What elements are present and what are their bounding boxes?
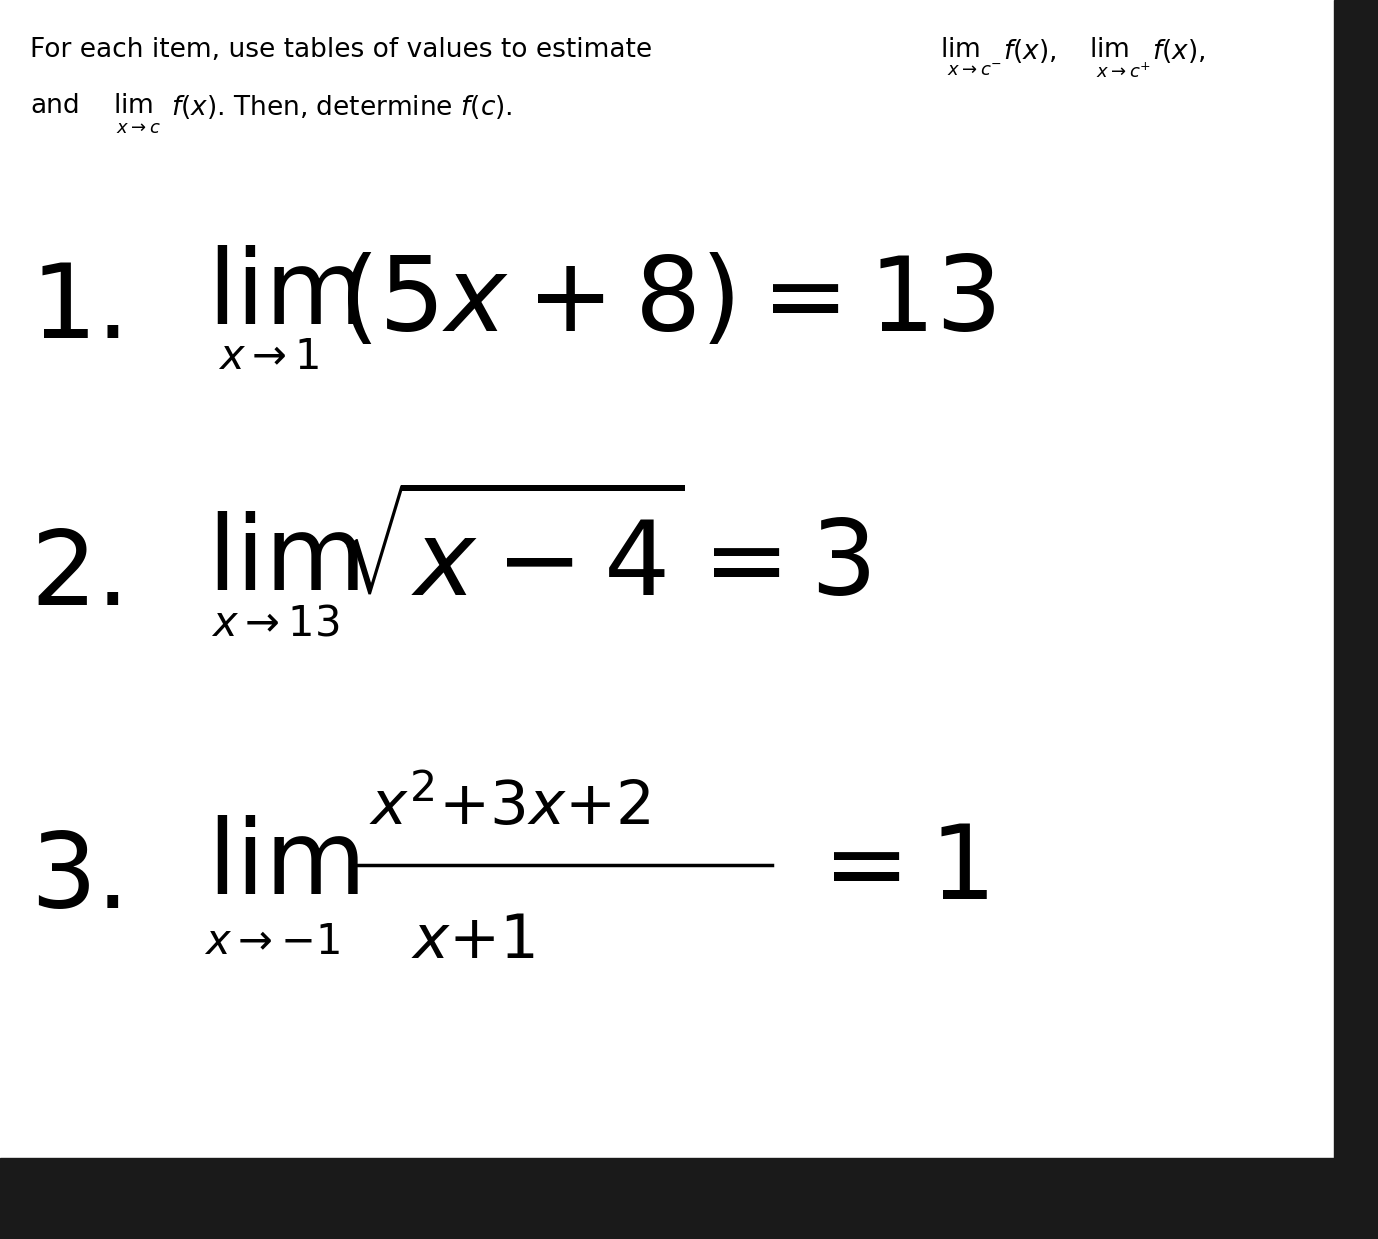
Text: and: and	[30, 93, 80, 119]
Text: $(5x+8)=13$: $(5x+8)=13$	[338, 253, 995, 352]
Text: $\lim$: $\lim$	[207, 512, 360, 611]
Text: $\lim$: $\lim$	[207, 245, 360, 344]
Bar	[1334, 0, 1378, 1158]
Text: $=1$: $=1$	[802, 820, 988, 919]
Text: 2.: 2.	[30, 525, 130, 627]
Text: $\lim$: $\lim$	[113, 93, 153, 119]
Text: $x{\to}c^{-}$: $x{\to}c^{-}$	[947, 62, 1002, 81]
Text: $f(x),$: $f(x),$	[1152, 37, 1206, 66]
Text: 1.: 1.	[30, 259, 130, 361]
Text: For each item, use tables of values to estimate: For each item, use tables of values to e…	[30, 37, 652, 63]
Text: $x{\to}1$: $x{\to}1$	[218, 336, 320, 378]
Text: $f(x),$: $f(x),$	[1003, 37, 1057, 66]
Text: $x{\to}c$: $x{\to}c$	[116, 119, 161, 138]
Text: 3.: 3.	[30, 829, 130, 930]
Text: $x{\to}c^{+}$: $x{\to}c^{+}$	[1096, 62, 1151, 82]
Text: $\lim$: $\lim$	[207, 815, 360, 914]
Text: $x^2{+}3x{+}2$: $x^2{+}3x{+}2$	[369, 778, 650, 838]
Bar	[0, 1158, 1378, 1239]
Text: $f(x)$. Then, determine $f(c)$.: $f(x)$. Then, determine $f(c)$.	[171, 93, 513, 121]
Text: $\sqrt{x-4}=3$: $\sqrt{x-4}=3$	[339, 496, 871, 617]
Text: $x{\to}13$: $x{\to}13$	[211, 602, 339, 644]
Text: $x{\to}{-1}$: $x{\to}{-1}$	[204, 921, 340, 963]
Text: $x{+}1$: $x{+}1$	[411, 912, 535, 971]
Text: $\lim$: $\lim$	[1089, 37, 1129, 63]
Text: $\lim$: $\lim$	[940, 37, 980, 63]
